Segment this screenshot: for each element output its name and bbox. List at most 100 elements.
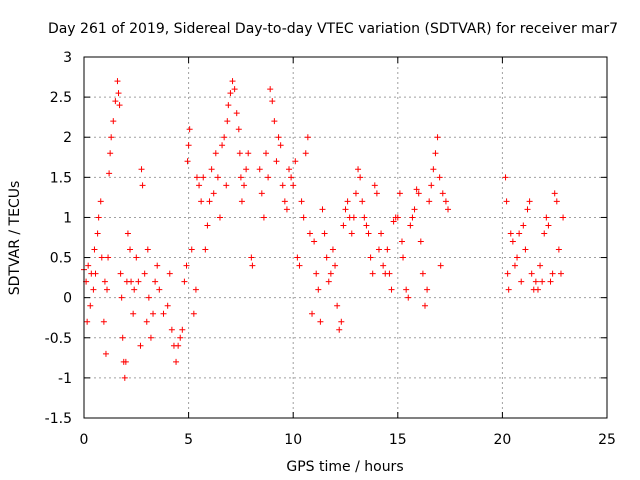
data-point <box>300 214 307 221</box>
y-tick-label: -1 <box>58 371 72 387</box>
data-point <box>198 198 205 205</box>
data-point <box>436 174 443 181</box>
data-point <box>511 262 518 269</box>
data-point <box>504 270 511 277</box>
data-point <box>437 262 444 269</box>
data-point <box>190 310 197 317</box>
data-point <box>223 182 230 189</box>
data-point <box>445 206 452 213</box>
data-point <box>400 254 407 261</box>
data-point <box>236 150 243 157</box>
data-point <box>526 198 533 205</box>
data-point <box>231 86 238 93</box>
data-point <box>216 214 223 221</box>
data-point <box>112 98 119 105</box>
data-point <box>260 214 267 221</box>
data-point <box>110 118 117 125</box>
data-point <box>378 230 385 237</box>
data-point <box>269 98 276 105</box>
data-point <box>355 166 362 173</box>
data-point <box>225 102 232 109</box>
data-point <box>154 262 161 269</box>
data-point <box>344 198 351 205</box>
data-point <box>311 238 318 245</box>
data-point <box>184 158 191 165</box>
data-point <box>302 150 309 157</box>
data-point <box>357 174 364 181</box>
data-point <box>403 286 410 293</box>
data-point <box>528 270 535 277</box>
data-point <box>273 158 280 165</box>
data-point <box>150 310 157 317</box>
data-point <box>430 166 437 173</box>
data-point <box>367 254 374 261</box>
data-point <box>143 318 150 325</box>
data-point <box>371 182 378 189</box>
data-point <box>188 246 195 253</box>
data-point <box>258 190 265 197</box>
data-point <box>332 262 339 269</box>
data-point <box>534 286 541 293</box>
data-point <box>421 302 428 309</box>
data-point <box>348 230 355 237</box>
data-point <box>321 230 328 237</box>
data-point <box>386 270 393 277</box>
data-point <box>221 134 228 141</box>
data-point <box>181 278 188 285</box>
data-point <box>557 270 564 277</box>
data-point <box>108 134 115 141</box>
y-tick-label: -0.5 <box>45 331 72 347</box>
data-point <box>137 342 144 349</box>
data-point <box>243 166 250 173</box>
data-point <box>186 126 193 133</box>
data-point <box>520 222 527 229</box>
data-point <box>128 278 135 285</box>
data-point <box>212 150 219 157</box>
data-point <box>214 174 221 181</box>
data-point <box>405 294 412 301</box>
data-point <box>516 230 523 237</box>
data-point <box>283 206 290 213</box>
data-point <box>106 170 113 177</box>
data-point <box>145 294 152 301</box>
data-point <box>505 286 512 293</box>
data-point <box>279 182 286 189</box>
data-point <box>249 262 256 269</box>
data-point <box>204 222 211 229</box>
y-axis-label: SDTVAR / TECUs <box>7 181 23 296</box>
data-point <box>507 230 514 237</box>
data-point <box>547 278 554 285</box>
y-tick-label: 0 <box>63 291 72 307</box>
data-point <box>319 206 326 213</box>
data-point <box>415 190 422 197</box>
data-point <box>152 278 159 285</box>
data-point <box>173 358 180 365</box>
data-point <box>419 270 426 277</box>
data-point <box>87 302 94 309</box>
data-point <box>369 270 376 277</box>
data-point <box>304 134 311 141</box>
data-point <box>114 78 121 85</box>
data-point <box>388 286 395 293</box>
x-tick-label: 0 <box>80 432 89 448</box>
x-tick-label: 15 <box>389 432 407 448</box>
chart-title: Day 261 of 2019, Sidereal Day-to-day VTE… <box>48 21 618 37</box>
data-point <box>439 190 446 197</box>
data-point <box>91 246 98 253</box>
data-point <box>411 206 418 213</box>
data-point <box>192 286 199 293</box>
data-point <box>327 270 334 277</box>
data-point <box>117 270 124 277</box>
data-point <box>545 222 552 229</box>
data-point <box>121 374 128 381</box>
data-point <box>175 342 182 349</box>
data-point <box>329 246 336 253</box>
data-point <box>104 286 111 293</box>
data-point <box>313 270 320 277</box>
data-point <box>288 174 295 181</box>
data-point <box>84 318 91 325</box>
data-point <box>390 218 397 225</box>
data-point <box>286 166 293 173</box>
data-point <box>144 246 151 253</box>
x-tick-label: 20 <box>493 432 511 448</box>
